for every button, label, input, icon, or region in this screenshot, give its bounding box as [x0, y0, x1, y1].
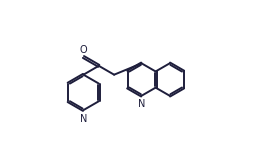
Text: N: N: [138, 99, 145, 109]
Text: N: N: [80, 114, 87, 124]
Text: O: O: [80, 45, 87, 55]
